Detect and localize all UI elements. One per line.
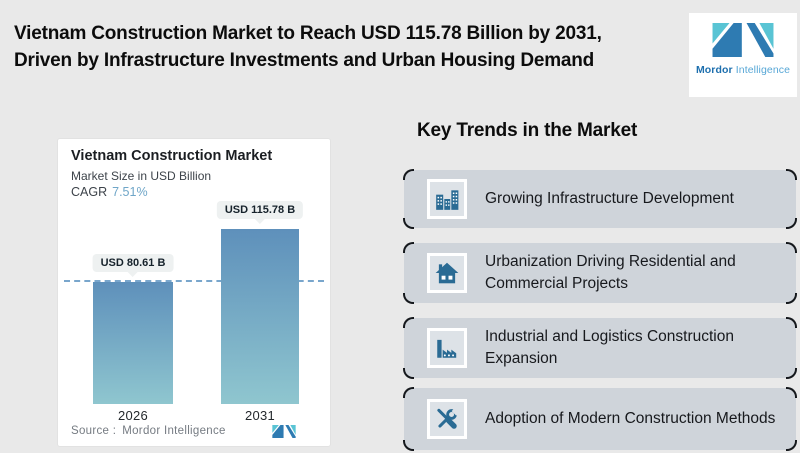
corner-mark bbox=[403, 169, 414, 180]
trend-card-infrastructure: Growing Infrastructure Development bbox=[403, 169, 797, 229]
corner-mark bbox=[786, 169, 797, 180]
reference-dashed-line bbox=[64, 280, 324, 283]
trend-card-modern-methods: Adoption of Modern Construction Methods bbox=[403, 387, 797, 451]
trend-label: Urbanization Driving Residential and Com… bbox=[485, 253, 736, 292]
trends-heading: Key Trends in the Market bbox=[417, 120, 638, 141]
corner-mark bbox=[786, 440, 797, 451]
bar-chart: USD 80.61 B USD 115.78 B bbox=[58, 139, 330, 404]
buildings-icon bbox=[427, 179, 467, 219]
trend-label: Adoption of Modern Construction Methods bbox=[485, 410, 776, 427]
source-label: Source : bbox=[71, 425, 117, 437]
brand-name-intelligence: Intelligence bbox=[735, 64, 791, 76]
bar-2031 bbox=[221, 229, 299, 404]
trend-label: Growing Infrastructure Development bbox=[485, 190, 734, 207]
chart-subtitle: Market Size in USD Billion bbox=[71, 169, 212, 183]
chart-title: Vietnam Construction Market bbox=[71, 148, 273, 164]
corner-mark bbox=[403, 293, 414, 304]
corner-mark bbox=[786, 242, 797, 253]
bar-2026 bbox=[93, 282, 173, 404]
brand-logo: Mordor Intelligence bbox=[689, 13, 797, 97]
page-title-line-2: Driven by Infrastructure Investments and… bbox=[14, 49, 595, 71]
chart-cagr: CAGR 7.51% bbox=[71, 185, 148, 199]
corner-mark bbox=[786, 368, 797, 379]
chart-source: Source : Mordor Intelligence bbox=[71, 425, 226, 437]
source-value: Mordor Intelligence bbox=[122, 425, 226, 437]
corner-mark bbox=[403, 317, 414, 328]
x-axis-label-2031: 2031 bbox=[244, 408, 276, 423]
trend-card-urbanization: Urbanization Driving Residential and Com… bbox=[403, 242, 797, 304]
corner-mark bbox=[403, 242, 414, 253]
bar-value-label-2031: USD 115.78 B bbox=[216, 201, 304, 220]
corner-mark bbox=[403, 218, 414, 229]
tools-icon bbox=[427, 399, 467, 439]
brand-logo-text: Mordor Intelligence bbox=[689, 64, 797, 76]
corner-mark bbox=[403, 440, 414, 451]
factory-icon bbox=[427, 328, 467, 368]
market-chart-card: Vietnam Construction Market Market Size … bbox=[57, 138, 331, 447]
corner-mark bbox=[403, 387, 414, 398]
corner-mark bbox=[786, 218, 797, 229]
cagr-value: 7.51% bbox=[112, 185, 148, 199]
mordor-intelligence-m-icon bbox=[712, 23, 774, 57]
page-title-line-1: Vietnam Construction Market to Reach USD… bbox=[14, 23, 602, 44]
cagr-label: CAGR bbox=[71, 185, 108, 199]
trend-label: Industrial and Logistics Construction Ex… bbox=[485, 328, 734, 367]
trend-card-industrial: Industrial and Logistics Construction Ex… bbox=[403, 317, 797, 379]
corner-mark bbox=[403, 368, 414, 379]
corner-mark bbox=[786, 293, 797, 304]
mordor-intelligence-mini-icon bbox=[272, 425, 296, 438]
page-title: Vietnam Construction Market to Reach USD… bbox=[14, 21, 694, 75]
house-icon bbox=[427, 253, 467, 293]
corner-mark bbox=[786, 317, 797, 328]
brand-name-mordor: Mordor bbox=[695, 64, 733, 76]
corner-mark bbox=[786, 387, 797, 398]
x-axis-label-2026: 2026 bbox=[117, 408, 149, 423]
bar-value-label-2026: USD 80.61 B bbox=[92, 254, 174, 273]
